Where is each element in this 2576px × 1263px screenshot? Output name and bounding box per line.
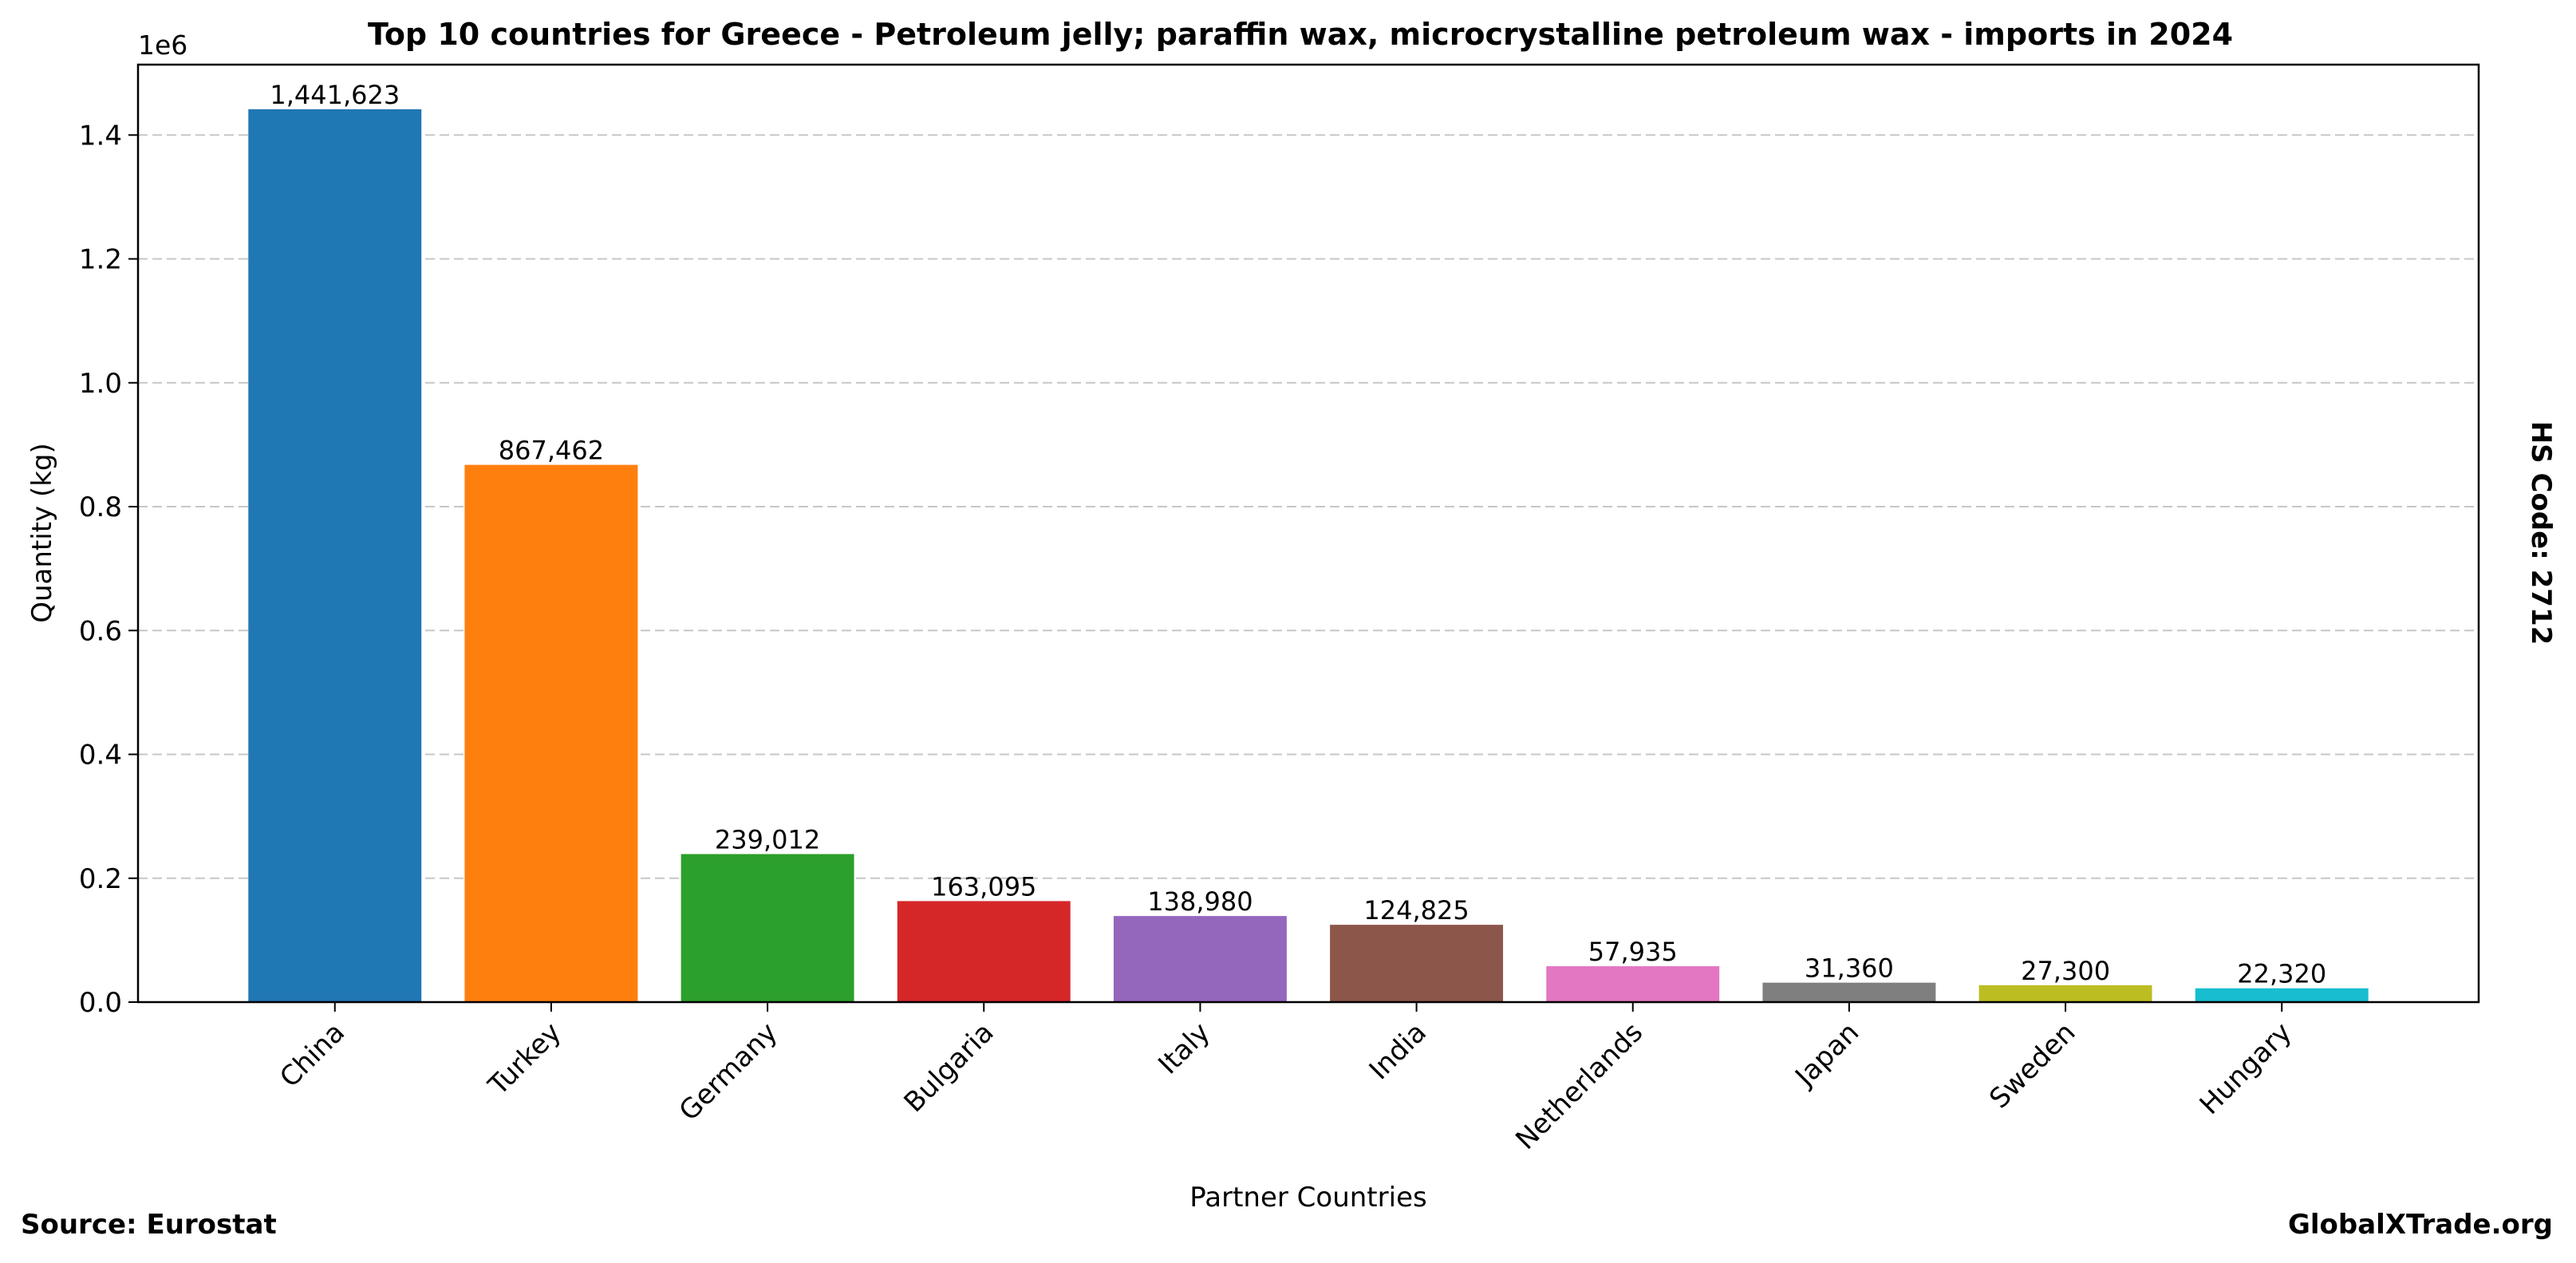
value-label: 138,980: [1147, 886, 1252, 917]
bars: [248, 109, 2369, 1002]
y-tick-label: 0.4: [79, 740, 122, 772]
y-axis-ticks: 0.0 0.2 0.4 0.6 0.8 1.0 1.2 1.4: [79, 120, 138, 1019]
plot-frame: [136, 63, 2480, 1004]
y-tick-label: 1.2: [79, 244, 122, 276]
bar-hungary: [2195, 988, 2369, 1002]
value-label: 22,320: [2237, 959, 2326, 989]
brand-label: GlobalXTrade.org: [2288, 1209, 2553, 1241]
y-tick-label: 0.8: [79, 491, 122, 523]
y-tick-label: 1.0: [79, 368, 122, 400]
y-tick-label: 0.2: [79, 863, 122, 895]
source-label: Source: Eurostat: [21, 1209, 277, 1241]
value-label: 27,300: [2021, 956, 2110, 986]
chart-title: Top 10 countries for Greece - Petroleum …: [368, 17, 2233, 52]
y-tick-label: 1.4: [79, 120, 122, 152]
bar-turkey: [464, 464, 638, 1002]
value-label: 57,935: [1588, 937, 1678, 967]
value-label: 867,462: [499, 436, 604, 466]
bar-sweden: [1978, 985, 2152, 1002]
bar-japan: [1762, 982, 1936, 1002]
bar-china: [248, 109, 422, 1002]
y-tick-label: 0.6: [79, 615, 122, 647]
value-label: 239,012: [715, 824, 820, 854]
bar-bulgaria: [897, 901, 1071, 1002]
bar-germany: [680, 854, 854, 1002]
value-label: 163,095: [931, 871, 1036, 902]
value-label: 124,825: [1363, 895, 1469, 926]
bar-india: [1330, 925, 1504, 1002]
y-tick-label: 0.0: [79, 987, 122, 1019]
value-labels: 1,441,623 867,462 239,012 163,095 138,980 124…: [270, 80, 2326, 989]
bar-italy: [1113, 916, 1287, 1002]
hs-code-label: HS Code: 2712: [2525, 421, 2557, 645]
y-axis-multiplier: 1e6: [138, 30, 187, 61]
y-axis-label: Quantity (kg): [26, 443, 58, 623]
bar-netherlands: [1546, 966, 1720, 1002]
value-label: 31,360: [1805, 953, 1894, 984]
value-label: 1,441,623: [270, 80, 400, 110]
x-axis-label: Partner Countries: [1189, 1182, 1426, 1214]
